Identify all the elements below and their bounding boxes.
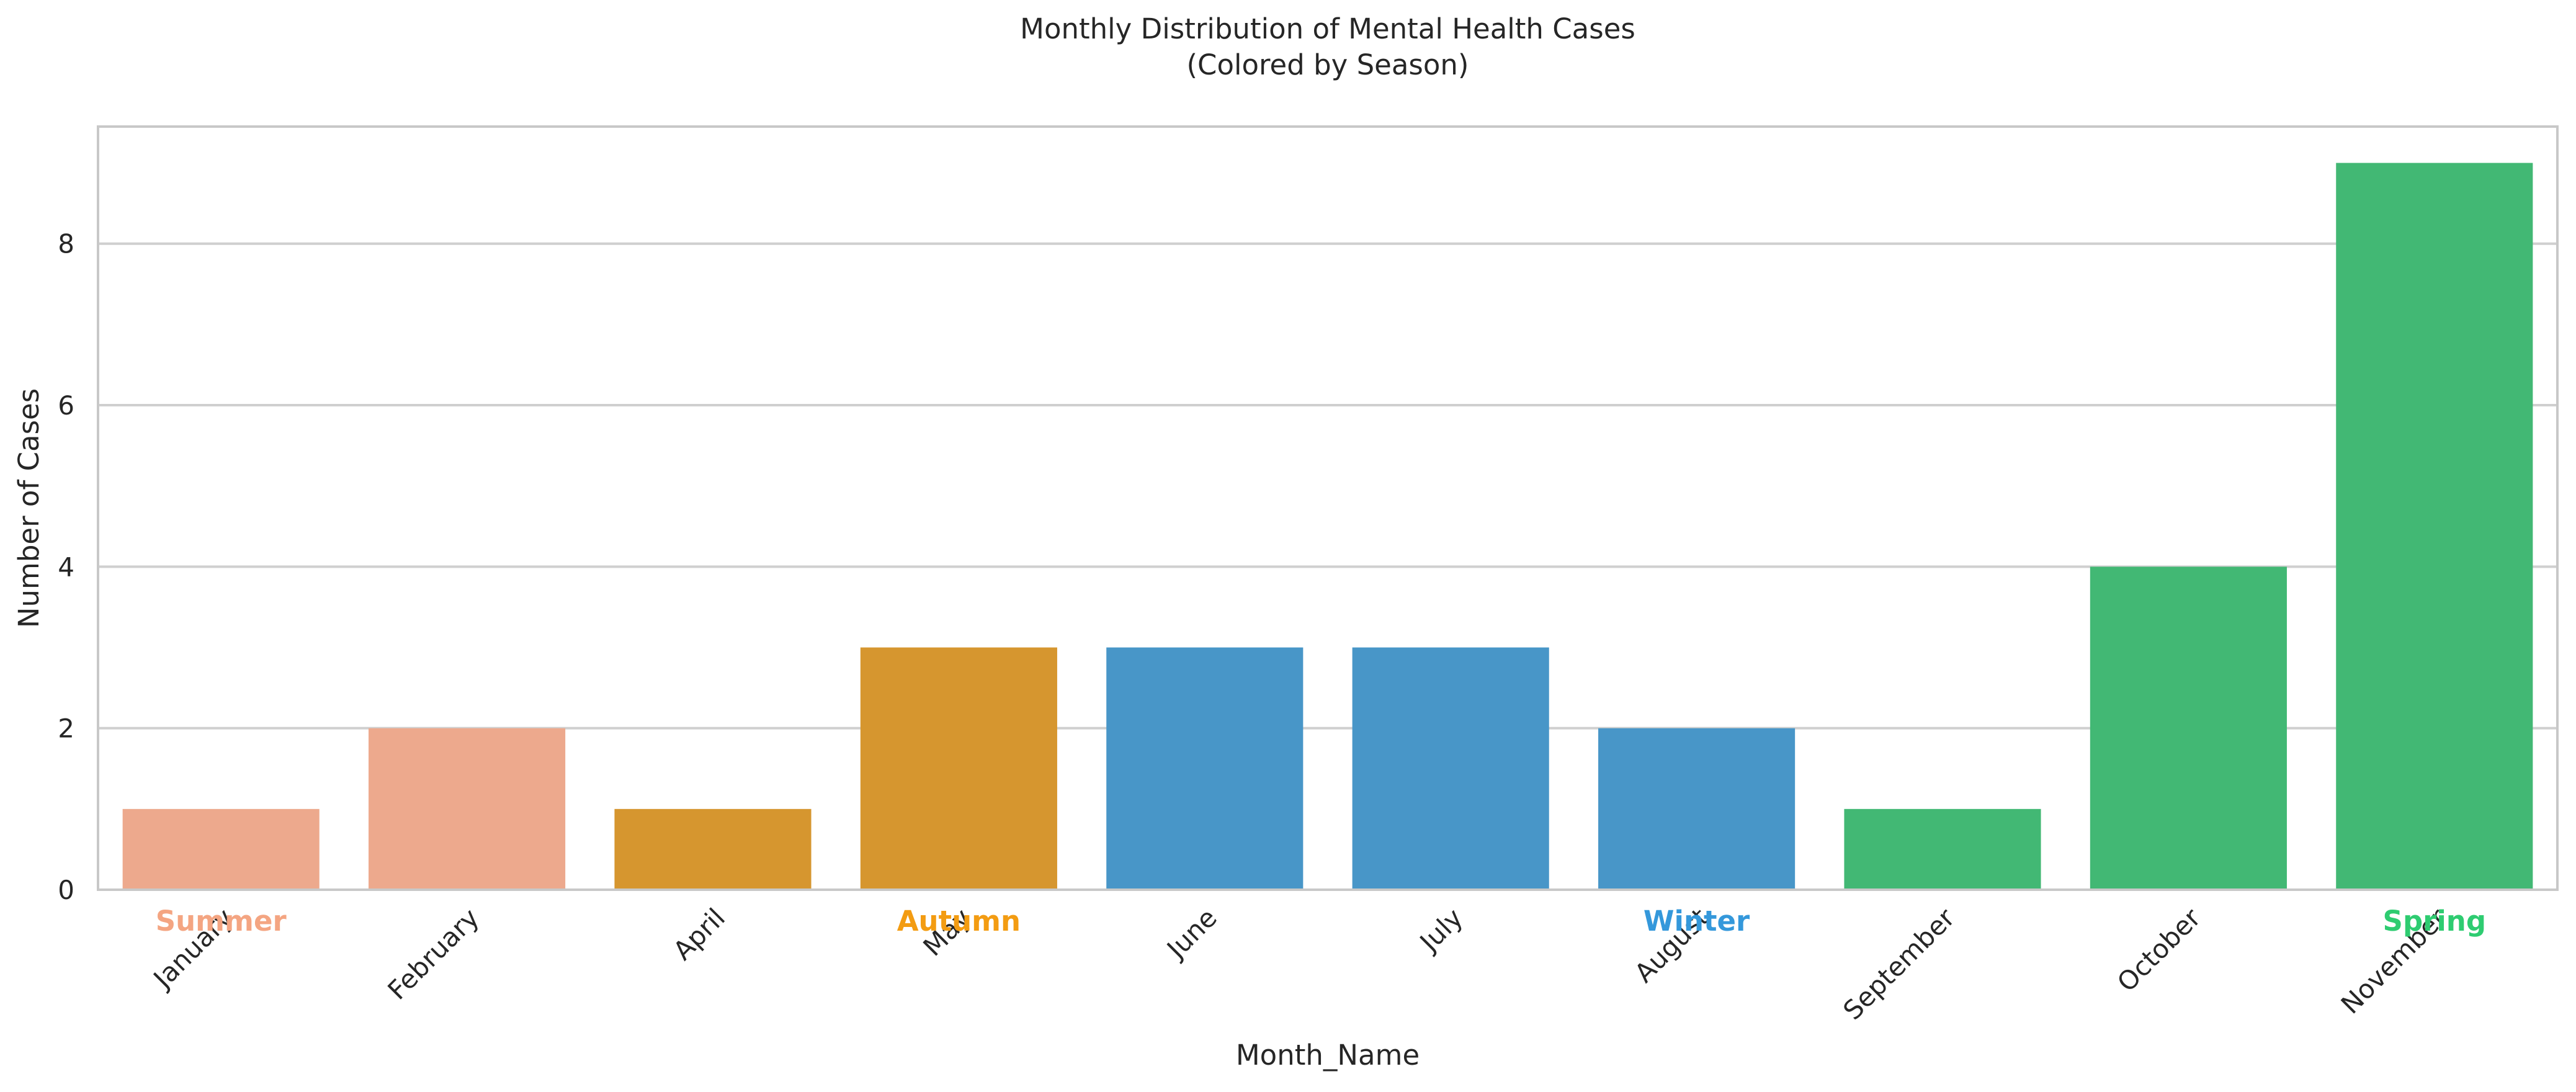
x-tick-label: April [668,902,731,966]
bar-january [122,808,320,890]
season-label: Summer [156,905,287,938]
plot-frame [97,125,2559,891]
bar-october [2090,566,2287,890]
bar-april [614,808,812,890]
x-tick-label: September [1837,902,1961,1026]
bar-september [1844,808,2041,890]
y-axis-label: Number of Cases [12,388,45,628]
x-tick-label: October [2111,902,2207,998]
chart-subtitle: (Colored by Season) [1187,48,1469,81]
bar-may [860,647,1057,890]
x-tick-label: July [1413,902,1469,958]
bar-february [369,728,566,890]
season-label: Autumn [897,905,1021,938]
season-label: Spring [2383,905,2487,938]
season-label: Winter [1644,905,1750,938]
y-tick-label: 4 [58,552,74,582]
bar-july [1352,647,1549,890]
bar-june [1106,647,1304,890]
x-tick-labels: January February April May June July August Sep… [146,902,2453,1026]
chart-title: Monthly Distribution of Mental Health Ca… [1020,12,1635,45]
season-labels: Summer Autumn Winter Spring [156,905,2486,938]
y-tick-label: 6 [58,390,74,421]
x-axis-label: Month_Name [1236,1039,1420,1072]
y-tick-label: 2 [58,714,74,744]
y-tick-labels: 0 2 4 6 8 [58,229,74,905]
bar-august [1598,728,1796,890]
bar-november [2336,163,2533,890]
y-tick-label: 0 [58,875,74,905]
y-tick-label: 8 [58,229,74,259]
x-tick-label: June [1160,902,1222,965]
bars [122,163,2533,890]
x-tick-label: February [382,902,485,1005]
